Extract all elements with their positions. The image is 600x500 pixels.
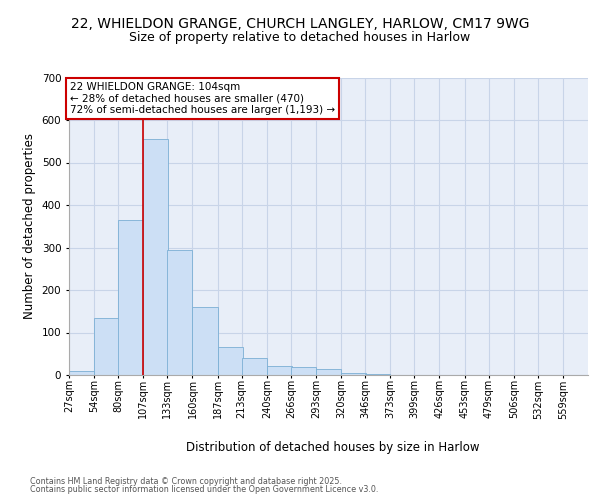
Bar: [193, 307, 218, 375]
Bar: [167, 250, 193, 375]
Bar: [267, 366, 292, 375]
Text: 22 WHIELDON GRANGE: 104sqm
← 28% of detached houses are smaller (470)
72% of sem: 22 WHIELDON GRANGE: 104sqm ← 28% of deta…: [70, 82, 335, 115]
Text: Size of property relative to detached houses in Harlow: Size of property relative to detached ho…: [130, 32, 470, 44]
Bar: [365, 374, 390, 375]
Bar: [316, 370, 341, 375]
Bar: [118, 220, 143, 375]
Y-axis label: Number of detached properties: Number of detached properties: [23, 133, 36, 320]
Bar: [94, 318, 119, 375]
Bar: [291, 366, 316, 375]
Text: Distribution of detached houses by size in Harlow: Distribution of detached houses by size …: [186, 441, 480, 454]
Bar: [69, 371, 94, 375]
Bar: [242, 358, 267, 375]
Text: Contains HM Land Registry data © Crown copyright and database right 2025.: Contains HM Land Registry data © Crown c…: [30, 477, 342, 486]
Bar: [341, 373, 366, 375]
Text: Contains public sector information licensed under the Open Government Licence v3: Contains public sector information licen…: [30, 485, 379, 494]
Bar: [218, 348, 242, 375]
Text: 22, WHIELDON GRANGE, CHURCH LANGLEY, HARLOW, CM17 9WG: 22, WHIELDON GRANGE, CHURCH LANGLEY, HAR…: [71, 17, 529, 31]
Bar: [143, 139, 169, 375]
